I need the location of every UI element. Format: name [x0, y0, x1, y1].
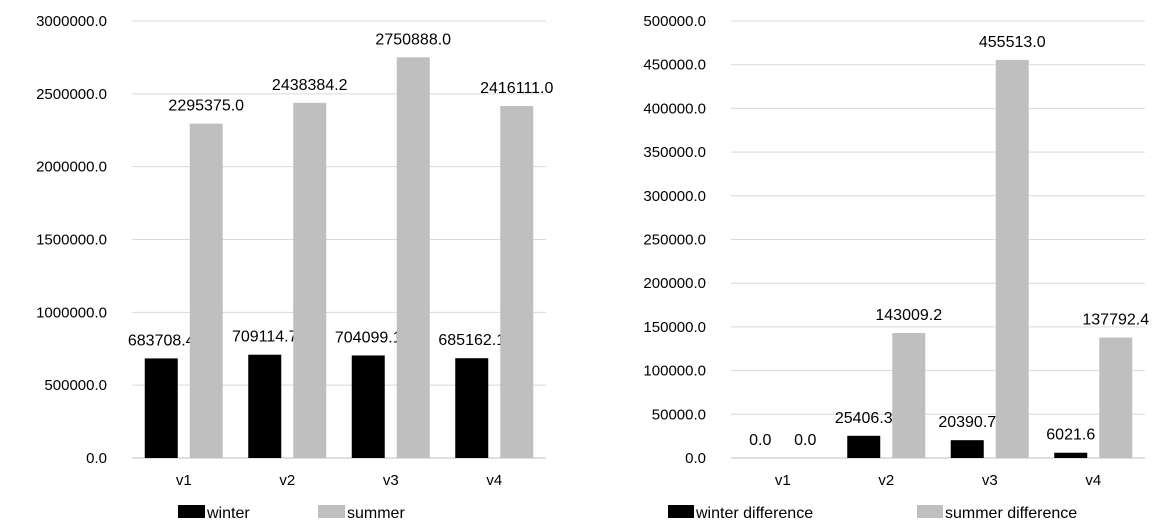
x-tick-label: v2 — [279, 472, 295, 489]
bar-summer-v1 — [189, 123, 223, 458]
y-tick-label: 50000.0 — [652, 406, 706, 423]
legend-label: winter difference — [695, 505, 813, 522]
data-label: 137792.4 — [1082, 312, 1149, 329]
data-label: 2438384.2 — [272, 77, 348, 94]
legend-swatch-summer-difference — [917, 505, 943, 518]
y-tick-label: 350000.0 — [643, 144, 706, 161]
legend-label: summer difference — [945, 505, 1077, 522]
data-label: 2416111.0 — [480, 80, 553, 97]
data-label: 6021.6 — [1046, 427, 1095, 444]
bar-winter-v3 — [351, 355, 385, 458]
y-tick-label: 150000.0 — [643, 319, 706, 336]
bar-winter-v1 — [144, 358, 178, 458]
x-tick-label: v3 — [383, 472, 399, 489]
data-label: 2295375.0 — [168, 98, 244, 115]
y-tick-label: 100000.0 — [643, 363, 706, 380]
bar-summer-v3 — [396, 57, 430, 458]
y-tick-label: 300000.0 — [643, 188, 706, 205]
x-tick-label: v4 — [486, 472, 502, 489]
bar-summer-v4 — [500, 106, 534, 458]
x-tick-label: v2 — [878, 472, 894, 489]
bar-winter-difference-v2 — [847, 435, 881, 458]
data-label: 20390.7 — [938, 414, 996, 431]
legend-swatch-winter-difference — [668, 505, 694, 518]
y-tick-label: 2500000.0 — [36, 86, 107, 103]
x-tick-label: v1 — [176, 472, 192, 489]
data-label: 0.0 — [794, 432, 816, 449]
y-tick-label: 0.0 — [86, 450, 107, 467]
y-tick-label: 250000.0 — [643, 232, 706, 249]
x-tick-label: v1 — [775, 472, 791, 489]
left-bar-chart: 0.0 500000.0 1000000.0 1500000.0 2000000.0 25… — [36, 13, 553, 522]
y-tick-label: 200000.0 — [643, 275, 706, 292]
y-tick-label: 2000000.0 — [36, 159, 107, 176]
y-tick-label: 3000000.0 — [36, 13, 107, 30]
x-tick-label: v4 — [1085, 472, 1101, 489]
data-label: 0.0 — [749, 432, 771, 449]
bar-winter-v4 — [455, 358, 489, 458]
x-tick-label: v3 — [982, 472, 998, 489]
legend-label: winter — [206, 505, 250, 522]
bar-winter-v2 — [248, 354, 282, 458]
y-tick-label: 1500000.0 — [36, 232, 107, 249]
legend-swatch-winter — [178, 505, 205, 518]
y-tick-label: 450000.0 — [643, 57, 706, 74]
data-label: 704099.1 — [335, 329, 402, 346]
data-label: 25406.3 — [835, 410, 893, 427]
data-label: 143009.2 — [875, 307, 942, 324]
data-label: 683708.4 — [128, 332, 195, 349]
data-label: 685162.1 — [438, 332, 505, 349]
y-tick-label: 500000.0 — [643, 13, 706, 30]
data-label: 455513.0 — [979, 34, 1046, 51]
bar-summer-v2 — [293, 102, 327, 458]
bar-winter-difference-v4 — [1054, 452, 1088, 458]
bar-summer-difference-v4 — [1099, 337, 1133, 458]
y-tick-label: 500000.0 — [44, 377, 107, 394]
y-tick-label: 0.0 — [685, 450, 706, 467]
y-tick-label: 400000.0 — [643, 100, 706, 117]
bar-winter-difference-v3 — [950, 440, 984, 458]
legend-label: summer — [347, 505, 405, 522]
legend-swatch-summer — [318, 505, 345, 518]
bar-summer-difference-v2 — [892, 333, 926, 458]
right-bar-chart: 0.0 50000.0 100000.0 150000.0 200000.0 250000… — [643, 13, 1149, 522]
y-tick-label: 1000000.0 — [36, 304, 107, 321]
bar-summer-difference-v3 — [995, 59, 1029, 458]
data-label: 709114.7 — [232, 329, 298, 346]
data-label: 2750888.0 — [375, 31, 451, 48]
